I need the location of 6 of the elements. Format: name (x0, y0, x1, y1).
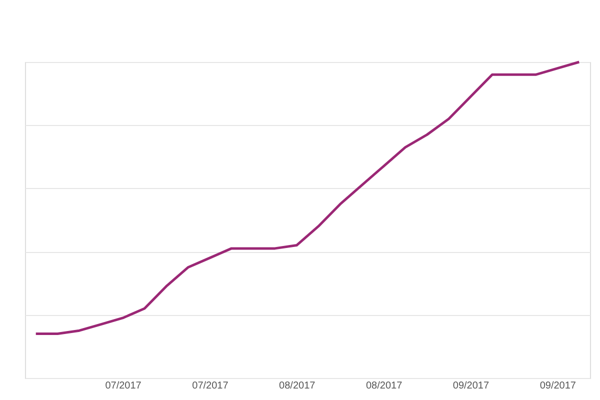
x-tick-label: 07/2017 (192, 380, 229, 392)
x-tick-label: 07/2017 (105, 380, 142, 392)
x-tick-label: 08/2017 (279, 380, 316, 392)
x-tick-label: 08/2017 (366, 380, 403, 392)
x-tick-label: 09/2017 (540, 380, 576, 392)
x-tick-label: 09/2017 (452, 380, 490, 392)
